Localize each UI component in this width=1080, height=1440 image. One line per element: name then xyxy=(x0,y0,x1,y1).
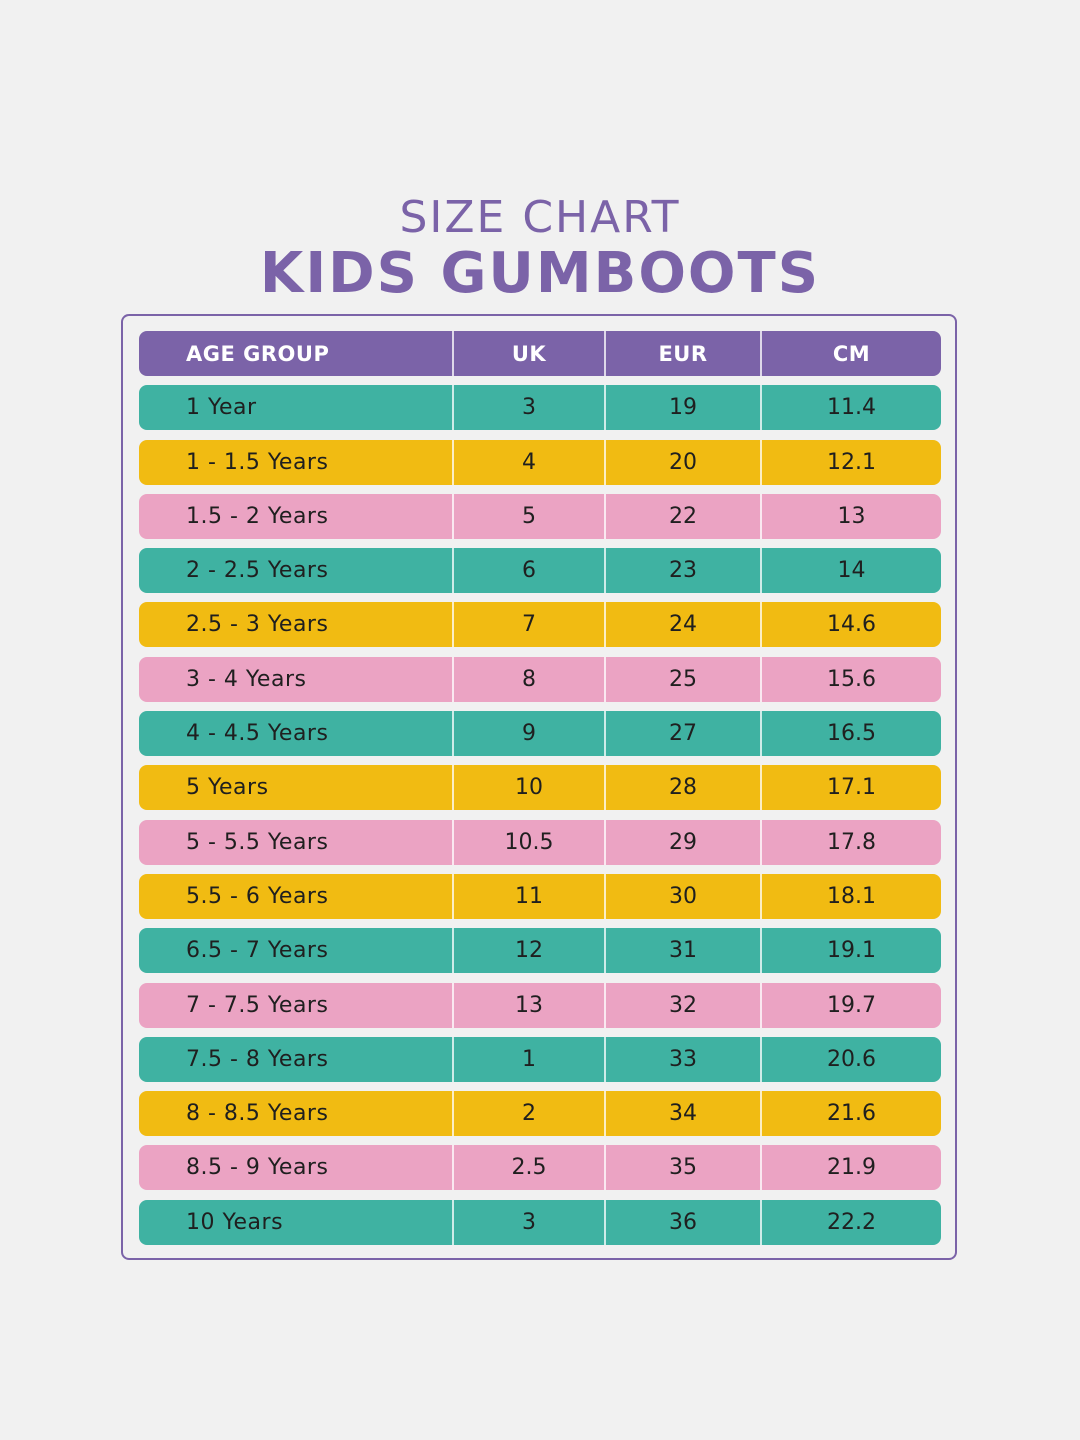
table-row: 7 - 7.5 Years 13 32 19.7 xyxy=(139,982,941,1028)
cell-cm: 16.5 xyxy=(760,711,941,757)
cell-age-group: 5 - 5.5 Years xyxy=(186,829,329,855)
cell-eur: 32 xyxy=(604,982,760,1028)
cell-eur: 22 xyxy=(604,493,760,539)
cell-uk: 12 xyxy=(452,928,604,974)
cell-cm: 19.1 xyxy=(760,928,941,974)
cell-age-group: 5.5 - 6 Years xyxy=(186,883,329,909)
cell-eur: 33 xyxy=(604,1036,760,1082)
cell-age-group: 1 - 1.5 Years xyxy=(186,449,329,475)
cell-eur: 35 xyxy=(604,1145,760,1191)
cell-uk: 5 xyxy=(452,493,604,539)
cell-age-group: 4 - 4.5 Years xyxy=(186,721,329,747)
table-header-row: AGE GROUP UK EUR CM xyxy=(139,331,941,376)
cell-cm: 21.9 xyxy=(760,1145,941,1191)
cell-eur: 19 xyxy=(604,385,760,431)
cell-eur: 31 xyxy=(604,928,760,974)
cell-eur: 36 xyxy=(604,1199,760,1245)
page-title: KIDS GUMBOOTS xyxy=(259,241,821,306)
cell-cm: 17.1 xyxy=(760,765,941,811)
cell-uk: 9 xyxy=(452,711,604,757)
cell-uk: 1 xyxy=(452,1036,604,1082)
cell-eur: 30 xyxy=(604,873,760,919)
cell-age-group: 8.5 - 9 Years xyxy=(186,1155,329,1181)
cell-uk: 8 xyxy=(452,656,604,702)
table-row: 2 - 2.5 Years 6 23 14 xyxy=(139,548,941,594)
cell-age-group: 10 Years xyxy=(186,1209,284,1235)
cell-cm: 18.1 xyxy=(760,873,941,919)
table-row: 4 - 4.5 Years 9 27 16.5 xyxy=(139,711,941,757)
cell-uk: 11 xyxy=(452,873,604,919)
cell-age-group: 5 Years xyxy=(186,775,269,801)
table-row: 1.5 - 2 Years 5 22 13 xyxy=(139,493,941,539)
cell-uk: 3 xyxy=(452,1199,604,1245)
size-table: AGE GROUP UK EUR CM 1 Year 3 19 11.4 1 -… xyxy=(139,331,941,1254)
table-row: 5 - 5.5 Years 10.5 29 17.8 xyxy=(139,819,941,865)
cell-eur: 34 xyxy=(604,1091,760,1137)
table-row: 7.5 - 8 Years 1 33 20.6 xyxy=(139,1036,941,1082)
table-row: 8 - 8.5 Years 2 34 21.6 xyxy=(139,1091,941,1137)
header-uk: UK xyxy=(452,331,604,376)
table-row: 6.5 - 7 Years 12 31 19.1 xyxy=(139,928,941,974)
cell-uk: 7 xyxy=(452,602,604,648)
table-row: 8.5 - 9 Years 2.5 35 21.9 xyxy=(139,1145,941,1191)
cell-uk: 2.5 xyxy=(452,1145,604,1191)
cell-eur: 24 xyxy=(604,602,760,648)
cell-cm: 22.2 xyxy=(760,1199,941,1245)
cell-uk: 13 xyxy=(452,982,604,1028)
cell-uk: 6 xyxy=(452,548,604,594)
cell-eur: 25 xyxy=(604,656,760,702)
header-age-group: AGE GROUP xyxy=(186,341,330,366)
cell-eur: 23 xyxy=(604,548,760,594)
table-row: 1 Year 3 19 11.4 xyxy=(139,385,941,431)
table-row: 5.5 - 6 Years 11 30 18.1 xyxy=(139,873,941,919)
cell-cm: 17.8 xyxy=(760,819,941,865)
table-row: 1 - 1.5 Years 4 20 12.1 xyxy=(139,439,941,485)
cell-cm: 12.1 xyxy=(760,439,941,485)
table-row: 3 - 4 Years 8 25 15.6 xyxy=(139,656,941,702)
header-cm: CM xyxy=(760,331,941,376)
cell-cm: 14 xyxy=(760,548,941,594)
cell-age-group: 1.5 - 2 Years xyxy=(186,503,329,529)
cell-uk: 3 xyxy=(452,385,604,431)
cell-age-group: 1 Year xyxy=(186,395,257,421)
table-frame xyxy=(121,314,957,1260)
table-row: 2.5 - 3 Years 7 24 14.6 xyxy=(139,602,941,648)
cell-age-group: 8 - 8.5 Years xyxy=(186,1101,329,1127)
cell-eur: 28 xyxy=(604,765,760,811)
cell-cm: 21.6 xyxy=(760,1091,941,1137)
cell-age-group: 6.5 - 7 Years xyxy=(186,938,329,964)
cell-age-group: 7.5 - 8 Years xyxy=(186,1046,329,1072)
cell-cm: 14.6 xyxy=(760,602,941,648)
page-subtitle: SIZE CHART xyxy=(399,192,681,243)
cell-cm: 19.7 xyxy=(760,982,941,1028)
cell-uk: 4 xyxy=(452,439,604,485)
cell-age-group: 7 - 7.5 Years xyxy=(186,992,329,1018)
cell-cm: 13 xyxy=(760,493,941,539)
cell-cm: 20.6 xyxy=(760,1036,941,1082)
cell-uk: 2 xyxy=(452,1091,604,1137)
cell-uk: 10 xyxy=(452,765,604,811)
heading: SIZE CHART KIDS GUMBOOTS xyxy=(0,190,1080,304)
table-row: 10 Years 3 36 22.2 xyxy=(139,1199,941,1245)
cell-eur: 27 xyxy=(604,711,760,757)
header-eur: EUR xyxy=(604,331,760,376)
cell-eur: 20 xyxy=(604,439,760,485)
cell-age-group: 2 - 2.5 Years xyxy=(186,558,329,584)
cell-age-group: 3 - 4 Years xyxy=(186,666,307,692)
cell-cm: 15.6 xyxy=(760,656,941,702)
table-row: 5 Years 10 28 17.1 xyxy=(139,765,941,811)
cell-uk: 10.5 xyxy=(452,819,604,865)
cell-age-group: 2.5 - 3 Years xyxy=(186,612,329,638)
cell-cm: 11.4 xyxy=(760,385,941,431)
cell-eur: 29 xyxy=(604,819,760,865)
